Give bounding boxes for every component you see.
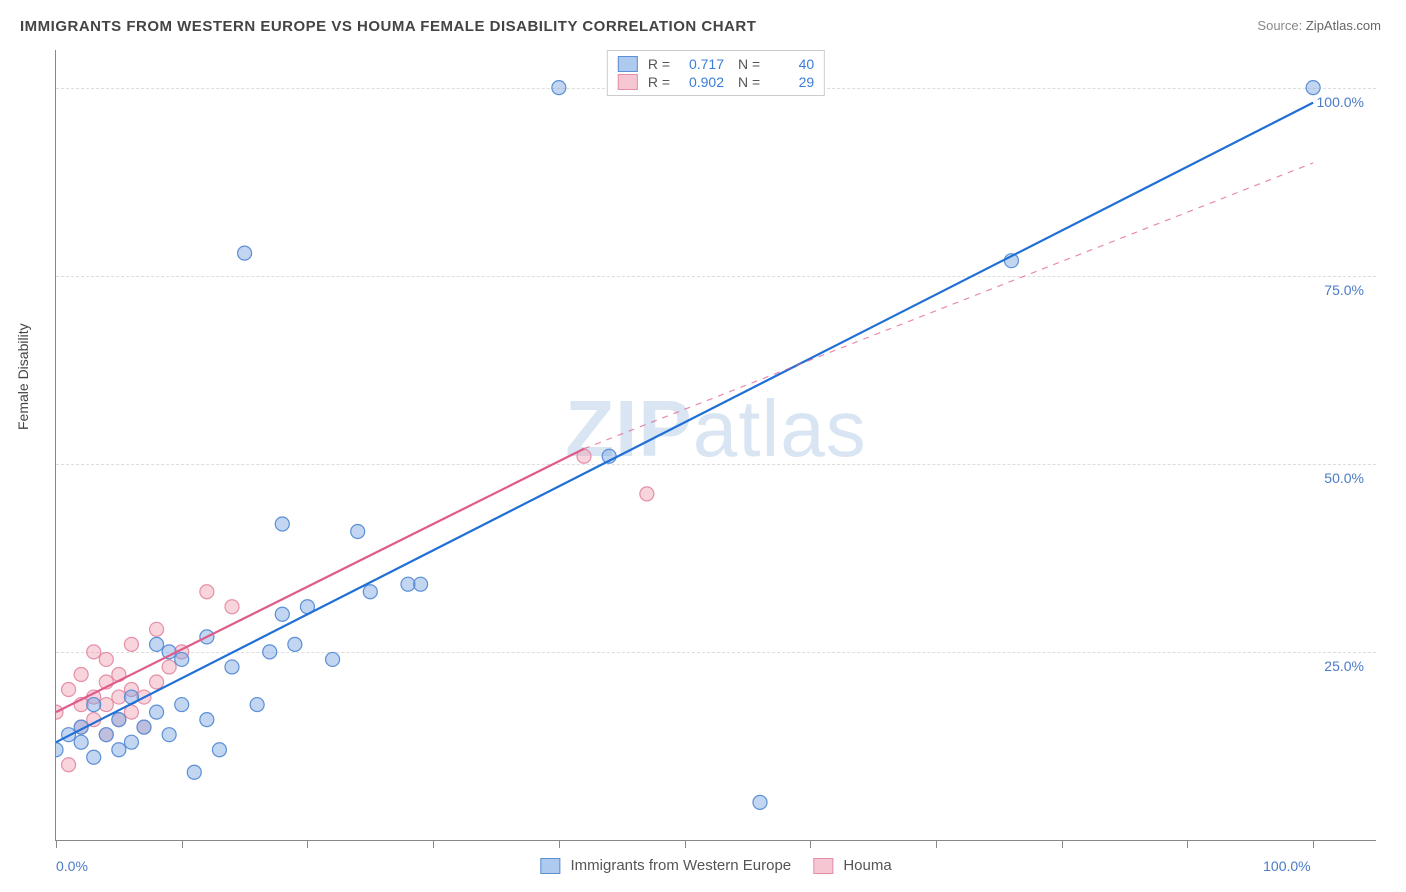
legend-stats-row-1: R = 0.717 N = 40 [618, 55, 814, 73]
chart-title: IMMIGRANTS FROM WESTERN EUROPE VS HOUMA … [20, 18, 756, 35]
legend-series-box: Immigrants from Western Europe Houma [540, 857, 891, 874]
legend-swatch-1b [540, 858, 560, 874]
legend-swatch-2 [618, 74, 638, 90]
legend-series-1-label: Immigrants from Western Europe [571, 857, 792, 874]
x-tick [182, 840, 183, 848]
chart-plot-area: ZIPatlas R = 0.717 N = 40 R = 0.902 N = … [55, 50, 1376, 841]
x-tick [1062, 840, 1063, 848]
x-tick [685, 840, 686, 848]
x-tick [307, 840, 308, 848]
r-value-2: 0.902 [676, 74, 724, 90]
legend-swatch-1 [618, 56, 638, 72]
r-value-1: 0.717 [676, 56, 724, 72]
r-label: R = [648, 74, 670, 90]
x-tick [559, 840, 560, 848]
x-tick [1313, 840, 1314, 848]
n-label: N = [738, 56, 760, 72]
x-tick [1187, 840, 1188, 848]
legend-stats-row-2: R = 0.902 N = 29 [618, 73, 814, 91]
legend-series-2-label: Houma [843, 857, 891, 874]
x-tick [433, 840, 434, 848]
legend-stats-box: R = 0.717 N = 40 R = 0.902 N = 29 [607, 50, 825, 96]
x-tick-label: 100.0% [1263, 858, 1310, 874]
legend-series-2: Houma [813, 857, 892, 874]
x-tick [56, 840, 57, 848]
legend-series-1: Immigrants from Western Europe [540, 857, 791, 874]
source-value: ZipAtlas.com [1306, 18, 1381, 33]
y-axis-label: Female Disability [15, 323, 31, 430]
source-label: Source: [1257, 18, 1302, 33]
x-tick-label: 0.0% [56, 858, 88, 874]
n-label: N = [738, 74, 760, 90]
legend-swatch-2b [813, 858, 833, 874]
x-tick [810, 840, 811, 848]
source-attribution: Source: ZipAtlas.com [1257, 18, 1381, 33]
r-label: R = [648, 56, 670, 72]
n-value-2: 29 [766, 74, 814, 90]
x-tick [936, 840, 937, 848]
scatter-svg [56, 50, 1376, 840]
n-value-1: 40 [766, 56, 814, 72]
